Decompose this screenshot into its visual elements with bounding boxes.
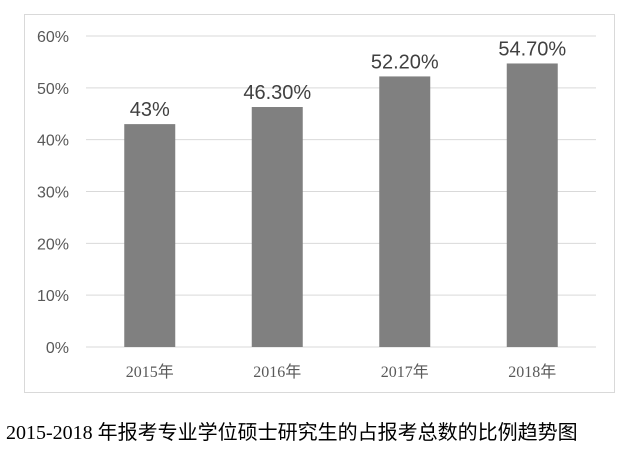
y-tick-label: 30% xyxy=(37,185,69,202)
y-tick-label: 20% xyxy=(37,236,69,253)
bar xyxy=(251,107,303,348)
y-tick-label: 50% xyxy=(37,81,69,98)
bar xyxy=(124,124,176,347)
y-tick-label: 60% xyxy=(37,29,69,46)
bar-chart: 0% 10% 20% 30% 40% 50% 60% 43% 2015年 46.30% 2016年 5… xyxy=(37,29,596,381)
data-label: 54.70% xyxy=(498,38,566,60)
y-tick-label: 10% xyxy=(37,288,69,305)
data-label: 52.20% xyxy=(371,51,439,73)
x-tick-label: 2016年 xyxy=(253,363,301,381)
data-label: 43% xyxy=(130,99,170,121)
x-tick-label: 2017年 xyxy=(381,363,429,381)
y-tick-label: 40% xyxy=(37,133,69,150)
x-tick-label: 2018年 xyxy=(508,363,556,381)
x-tick-label: 2015年 xyxy=(126,363,174,381)
bar xyxy=(379,76,431,348)
y-tick-label: 0% xyxy=(46,340,69,357)
data-label: 46.30% xyxy=(243,82,311,104)
chart-caption: 2015-2018 年报考专业学位硕士研究生的占报考总数的比例趋势图 xyxy=(6,422,578,444)
bar xyxy=(506,63,558,347)
